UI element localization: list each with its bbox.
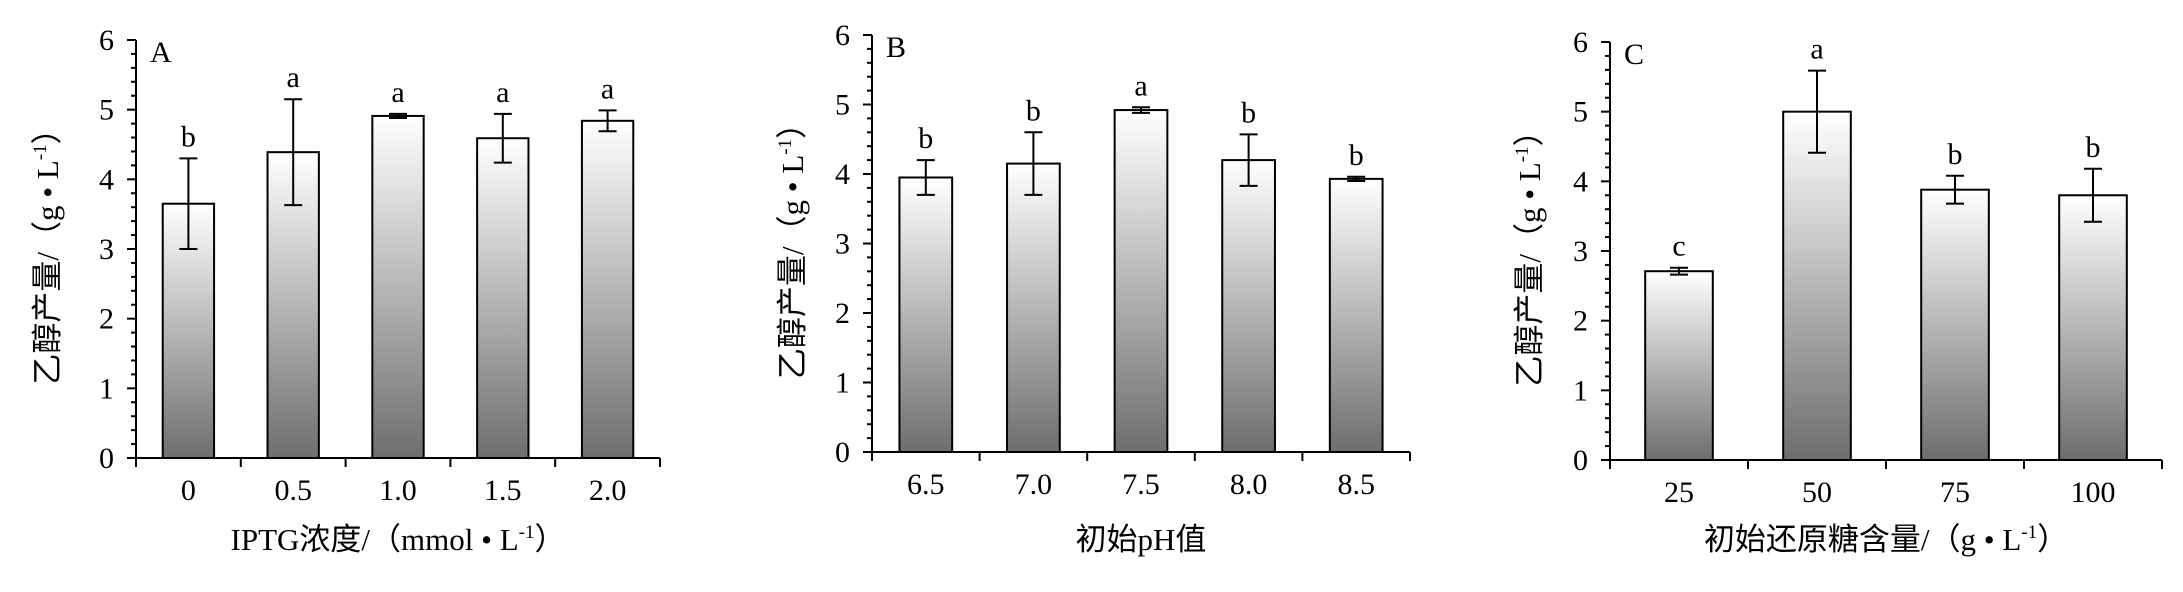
y-tick-label: 6 [1573,26,1588,59]
significance-label: a [1134,69,1147,102]
x-axis-label: 初始还原糖含量/（g • L-1） [1704,522,2068,557]
bar-6.5 [898,176,954,453]
y-tick-label: 1 [1573,374,1588,407]
significance-label: c [1672,230,1685,263]
x-axis-label-sup: -1 [2021,522,2037,543]
bar-8.5 [1328,177,1384,454]
y-axis-label-main: 乙醇产量/（g • L [30,160,65,384]
x-tick-label: 1.0 [379,474,417,507]
y-axis-label-sup: -1 [30,144,51,160]
y-axis-label: 乙醇产量/（g • L-1） [1512,115,1547,386]
y-axis-label-sup: -1 [1512,146,1533,162]
significance-label: b [1241,96,1256,129]
x-tick-label: 6.5 [907,468,945,501]
significance-label: a [496,76,509,109]
x-tick-label: 8.0 [1230,468,1268,501]
x-axis-label-main: IPTG浓度/（mmol • L [231,522,519,557]
significance-label: a [391,76,404,109]
y-axis-label-end: ） [30,113,65,144]
y-tick-label: 5 [835,89,850,122]
y-tick-label: 4 [835,158,850,191]
chart-panel-b: 0 1 2 3 4 5 6 b 6.5 b 7.0 a 7.5 b 8.0 b 8.5 B 初始pH值 乙醇产量/（g… [775,19,1411,557]
x-axis-label-main: 初始pH值 [1076,522,1207,557]
x-tick-label: 100 [2071,476,2116,509]
significance-label: a [287,61,300,94]
y-tick-label: 1 [99,372,114,405]
bar-1.0 [371,114,425,459]
significance-label: b [2086,131,2101,164]
y-tick-label: 0 [1573,444,1588,477]
y-tick-label: 2 [1573,305,1588,338]
x-tick-label: 7.0 [1015,468,1053,501]
y-tick-label: 3 [1573,235,1588,268]
y-tick-label: 3 [99,233,114,266]
x-tick-label: 75 [1940,476,1970,509]
y-tick-label: 4 [99,163,114,196]
y-tick-label: 2 [835,297,850,330]
y-tick-label: 2 [99,303,114,336]
y-tick-label: 4 [1573,165,1588,198]
x-tick-label: 0 [181,474,196,507]
y-tick-label: 3 [835,228,850,261]
panel-letter: A [150,36,172,69]
y-tick-label: 1 [835,367,850,400]
significance-label: a [601,72,614,105]
y-axis-label: 乙醇产量/（g • L-1） [30,113,65,384]
y-axis-label-main: 乙醇产量/（g • L [1512,162,1547,386]
significance-label: b [1026,94,1041,127]
x-tick-label: 8.5 [1337,468,1375,501]
y-tick-label: 5 [99,94,114,127]
bar-50 [1782,110,1852,462]
chart-panel-a: 0 1 2 3 4 5 6 b 0 a 0.5 a 1.0 a 1.5 a 2.0 A IPTG浓度/（mmol •… [30,24,661,557]
y-axis-label-end: ） [775,108,810,139]
y-tick-label: 0 [99,442,114,475]
x-axis-label: IPTG浓度/（mmol • L-1） [231,522,566,557]
x-tick-label: 25 [1664,476,1694,509]
y-axis-label: 乙醇产量/（g • L-1） [775,108,810,379]
significance-label: b [918,122,933,155]
bar-2.0 [580,119,635,460]
y-tick-label: 6 [99,24,114,57]
y-tick-label: 6 [835,19,850,52]
y-tick-label: 5 [1573,96,1588,129]
x-tick-label: 1.5 [484,474,522,507]
significance-label: a [1810,33,1823,66]
x-tick-label: 0.5 [274,474,312,507]
y-tick-label: 0 [835,436,850,469]
chart-panels: 0 1 2 3 4 5 6 b 0 a 0.5 a 1.0 a 1.5 a 2.0 A IPTG浓度/（mmol •… [30,19,2163,557]
bar-25 [1644,270,1714,461]
y-axis-label-sup: -1 [775,139,796,155]
bar-7.0 [1006,162,1061,453]
x-axis-label: 初始pH值 [1076,522,1207,557]
x-tick-label: 7.5 [1122,468,1160,501]
bar-100 [2058,194,2128,461]
bar-75 [1920,188,1990,461]
panel-letter: C [1624,38,1644,71]
panel-letter: B [886,31,906,64]
x-axis-label-main: 初始还原糖含量/（g • L [1704,522,2021,557]
x-tick-label: 2.0 [589,474,627,507]
x-axis-label-end: ） [534,522,565,557]
significance-label: b [1948,138,1963,171]
x-tick-label: 50 [1802,476,1832,509]
y-axis-label-main: 乙醇产量/（g • L [775,155,810,379]
significance-label: b [1349,139,1364,172]
x-axis-label-end: ） [2037,522,2068,557]
bar-8.0 [1221,159,1276,453]
y-axis-label-end: ） [1512,115,1547,146]
bar-7.5 [1113,109,1169,453]
bar-1.5 [476,137,530,459]
significance-label: b [181,120,196,153]
x-axis-label-sup: -1 [519,522,535,543]
